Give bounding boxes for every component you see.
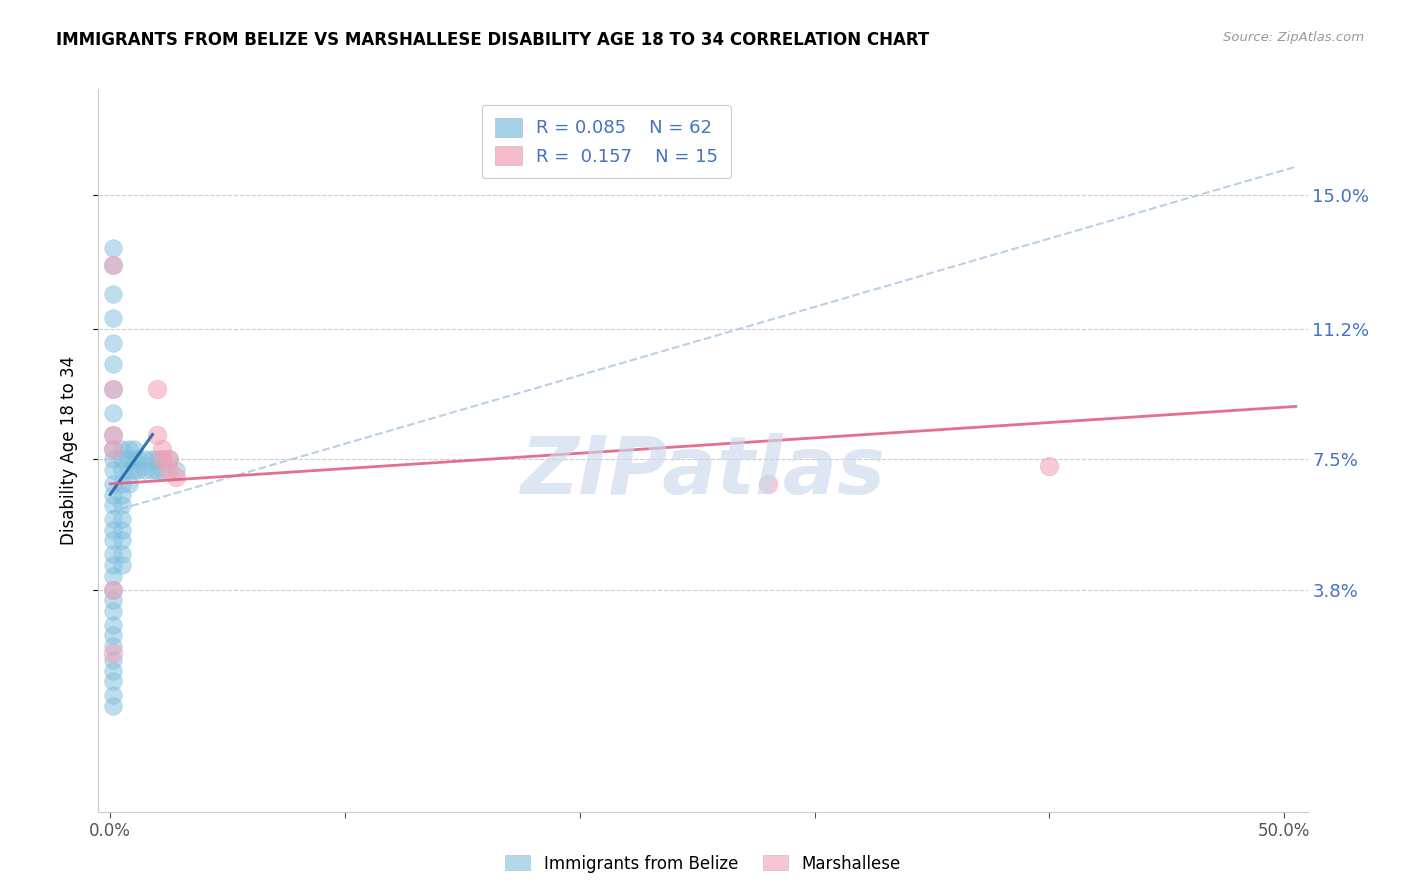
Point (118, 442, 141, 456)
Point (118, 477, 141, 491)
Text: ZIPatlas: ZIPatlas (520, 434, 886, 511)
Point (101, 533, 124, 548)
Point (101, 674, 124, 689)
Point (101, 664, 124, 678)
Point (111, 487, 134, 501)
Point (101, 512, 124, 526)
Point (101, 582, 124, 597)
Point (101, 463, 124, 477)
Point (111, 548, 134, 562)
Point (111, 442, 134, 456)
Point (101, 498, 124, 512)
Point (146, 452, 169, 467)
Point (101, 382, 124, 396)
Point (101, 442, 124, 456)
Point (101, 628, 124, 642)
Point (111, 477, 134, 491)
Point (150, 452, 173, 467)
Point (127, 463, 149, 477)
Point (101, 639, 124, 653)
Point (101, 357, 124, 371)
Point (127, 452, 149, 467)
Point (146, 427, 169, 442)
Point (111, 498, 134, 512)
Point (157, 463, 180, 477)
Point (101, 646, 124, 660)
Point (146, 382, 169, 396)
Point (101, 548, 124, 562)
Point (157, 452, 180, 467)
Point (101, 604, 124, 618)
Point (101, 558, 124, 572)
Point (101, 259, 124, 273)
Point (101, 427, 124, 442)
Point (101, 452, 124, 467)
Text: IMMIGRANTS FROM BELIZE VS MARSHALLESE DISABILITY AGE 18 TO 34 CORRELATION CHART: IMMIGRANTS FROM BELIZE VS MARSHALLESE DI… (56, 31, 929, 49)
Point (101, 689, 124, 703)
Point (146, 463, 169, 477)
Point (101, 442, 124, 456)
Point (111, 523, 134, 537)
Point (141, 452, 163, 467)
Point (101, 427, 124, 442)
Point (101, 593, 124, 607)
Point (101, 487, 124, 501)
Point (101, 523, 124, 537)
Point (101, 382, 124, 396)
Point (111, 463, 134, 477)
Point (101, 582, 124, 597)
Point (134, 463, 156, 477)
Point (1038, 459, 1060, 474)
Point (101, 259, 124, 273)
Point (101, 477, 124, 491)
Point (101, 241, 124, 255)
Point (165, 463, 187, 477)
Point (122, 442, 145, 456)
Y-axis label: Disability Age 18 to 34: Disability Age 18 to 34 (59, 356, 77, 545)
Point (101, 698, 124, 713)
Point (118, 463, 141, 477)
Point (157, 452, 180, 467)
Legend: R = 0.085    N = 62, R =  0.157    N = 15: R = 0.085 N = 62, R = 0.157 N = 15 (482, 105, 731, 178)
Point (122, 452, 145, 467)
Point (111, 512, 134, 526)
Point (101, 568, 124, 582)
Point (101, 286, 124, 301)
Point (101, 653, 124, 667)
Point (111, 558, 134, 572)
Text: Source: ZipAtlas.com: Source: ZipAtlas.com (1223, 31, 1364, 45)
Point (165, 470, 187, 484)
Point (101, 311, 124, 326)
Point (118, 452, 141, 467)
Point (101, 618, 124, 632)
Point (150, 463, 173, 477)
Point (101, 407, 124, 421)
Point (111, 533, 134, 548)
Point (756, 477, 779, 491)
Point (111, 452, 134, 467)
Point (150, 442, 173, 456)
Point (122, 463, 145, 477)
Point (101, 335, 124, 350)
Legend: Immigrants from Belize, Marshallese: Immigrants from Belize, Marshallese (499, 848, 907, 880)
Point (134, 452, 156, 467)
Point (141, 463, 163, 477)
Point (150, 452, 173, 467)
